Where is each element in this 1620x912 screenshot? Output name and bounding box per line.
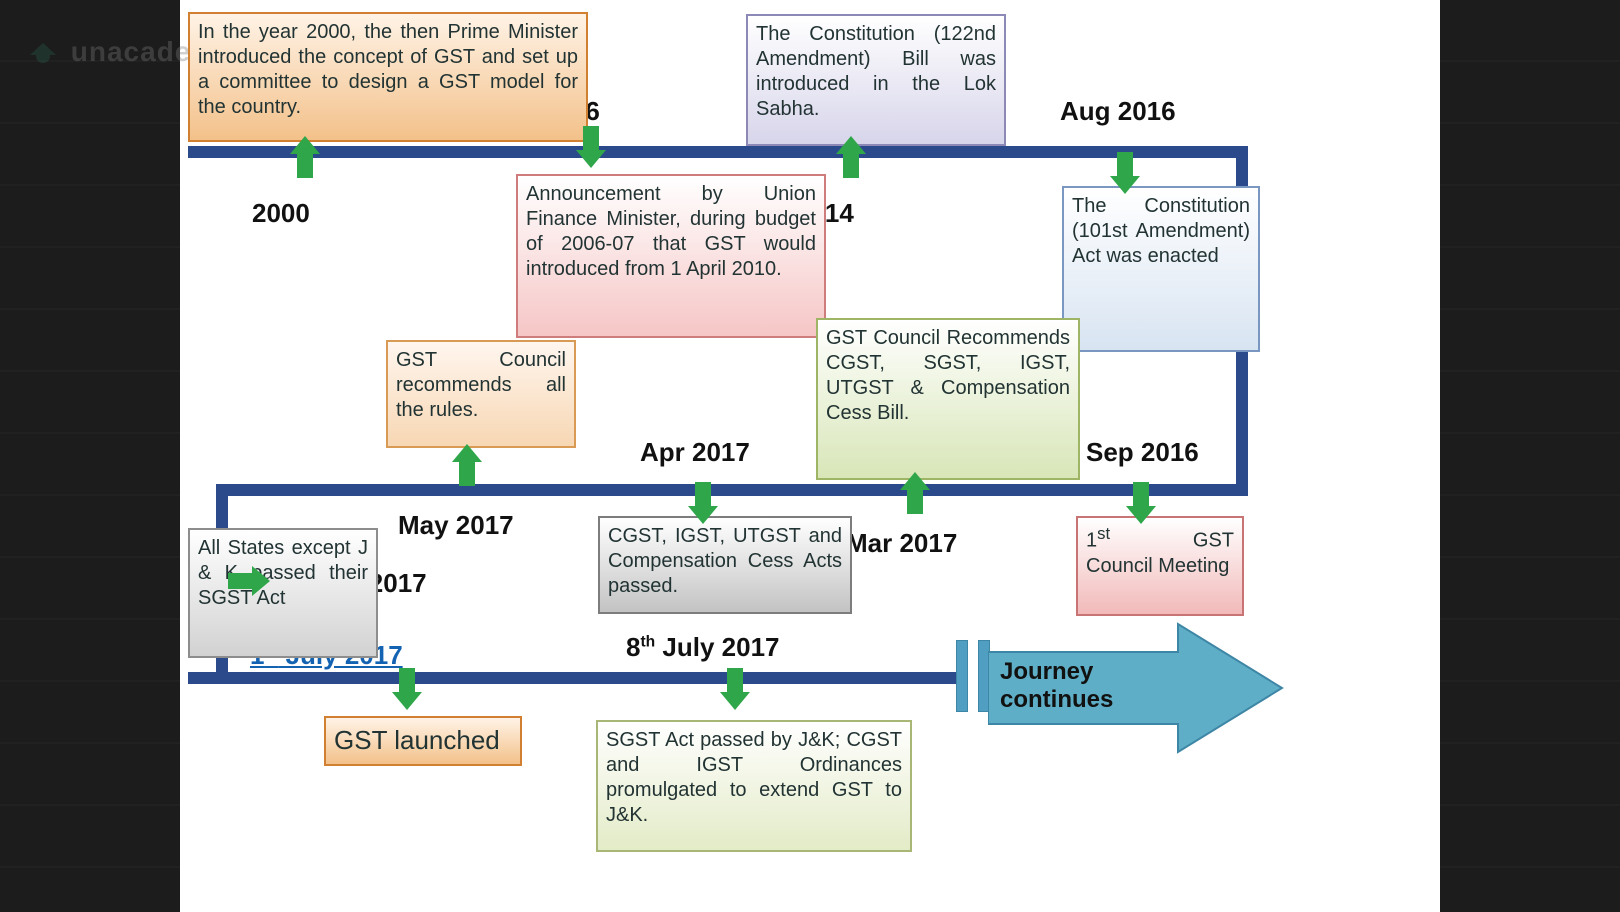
box-bJul8: SGST Act passed by J&K; CGST and IGST Or… <box>596 720 912 852</box>
year-label-yApr17: Apr 2017 <box>640 437 750 468</box>
arrow-up-icon-2014 <box>836 136 866 178</box>
box-b2014: The Constitution (122nd Amendment) Bill … <box>746 14 1006 146</box>
arrow-down-icon-2006 <box>576 126 606 168</box>
year-label-yMay17: May 2017 <box>398 510 514 541</box>
year-label-y2000: 2000 <box>252 198 310 229</box>
diagram-canvas: unacademy 200020062014Aug 2016Sep 2016Ma… <box>180 0 1440 912</box>
arrow-right-icon-Jun2017 <box>228 566 270 596</box>
timeline-bottom <box>188 672 968 684</box>
year-label-yJul8: 8th July 2017 <box>626 632 780 663</box>
arrow-down-icon-Sep2016 <box>1126 482 1156 524</box>
box-bAug16: The Constitution (101st Amendment) Act w… <box>1062 186 1260 352</box>
box-b2000: In the year 2000, the then Prime Ministe… <box>188 12 588 142</box>
sidebar-right <box>1440 0 1620 912</box>
arrow-down-icon-Jul8 <box>720 668 750 710</box>
arrow-down-icon-Jul1 <box>392 668 422 710</box>
box-bApr17: CGST, IGST, UTGST and Compensation Cess … <box>598 516 852 614</box>
journey-continues-arrow: Journey continues <box>988 618 1288 734</box>
arrow-down-icon-Aug2016 <box>1110 152 1140 194</box>
arrow-up-icon-May2017 <box>452 444 482 486</box>
arrow-down-icon-Apr2017 <box>688 482 718 524</box>
graduation-cap-icon <box>30 43 56 65</box>
pause-bars-icon <box>956 640 990 712</box>
box-bJul1: GST launched <box>324 716 522 766</box>
box-bMar17: GST Council Recommends CGST, SGST, IGST,… <box>816 318 1080 480</box>
arrow-up-icon-Mar2017 <box>900 472 930 514</box>
timeline-top <box>188 146 1248 158</box>
arrow-up-icon-2000 <box>290 136 320 178</box>
box-bJun17: All States except J & K passed their SGS… <box>188 528 378 658</box>
journey-continues-label: Journey continues <box>1000 658 1186 713</box>
timeline-mid <box>216 484 1248 496</box>
year-label-ySep16: Sep 2016 <box>1086 437 1199 468</box>
year-label-yMar17: Mar 2017 <box>846 528 957 559</box>
box-bMay17: GST Council recommends all the rules. <box>386 340 576 448</box>
box-b2006: Announcement by Union Finance Minister, … <box>516 174 826 338</box>
box-bSep16: 1st GST Council Meeting <box>1076 516 1244 616</box>
sidebar-left <box>0 0 180 912</box>
year-label-yAug16: Aug 2016 <box>1060 96 1176 127</box>
